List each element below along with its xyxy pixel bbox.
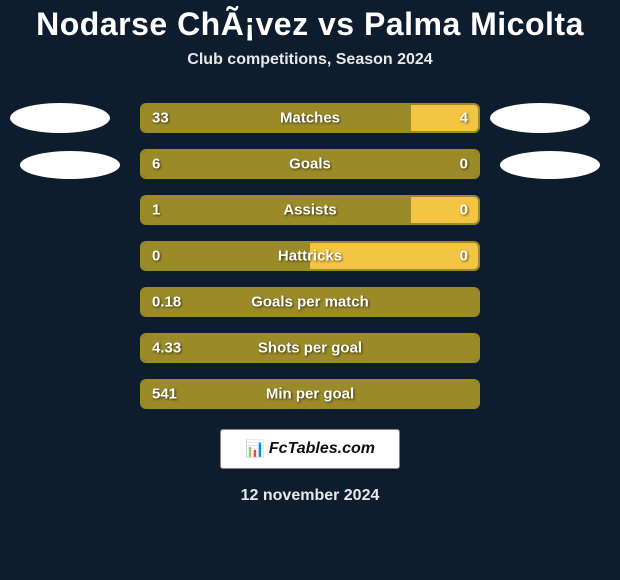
- stat-label: Matches: [280, 110, 340, 127]
- stat-value-right: 0: [460, 202, 468, 219]
- stat-value-right: 0: [460, 156, 468, 173]
- bar-segment-left: [142, 197, 411, 223]
- bar-segment-left: [142, 105, 411, 131]
- stat-row: Goals per match 0.18: [0, 287, 620, 317]
- comparison-chart: Matches334Goals60Assists10Hattricks00Goa…: [0, 103, 620, 409]
- footer-date: 12 november 2024: [0, 487, 620, 505]
- stat-value-right: 0: [460, 248, 468, 265]
- stat-row: Matches 33 4: [0, 103, 620, 133]
- stat-label: Goals: [289, 156, 331, 173]
- subtitle: Club competitions, Season 2024: [0, 51, 620, 69]
- source-badge: 📊 FcTables.com: [220, 429, 400, 469]
- stat-label: Assists: [283, 202, 336, 219]
- stat-value-left: 6: [152, 156, 160, 173]
- stat-label: Goals per match: [251, 294, 369, 311]
- stat-value-left: 0: [152, 248, 160, 265]
- stat-label: Hattricks: [278, 248, 342, 265]
- stat-value-right: 4: [460, 110, 468, 127]
- badge-text: FcTables.com: [269, 440, 375, 458]
- stat-value-left: 1: [152, 202, 160, 219]
- stat-row: Shots per goal 4.33: [0, 333, 620, 363]
- stat-value-left: 4.33: [152, 340, 181, 357]
- stat-row: Assists 1 0: [0, 195, 620, 225]
- stat-row: Goals 6 0: [0, 149, 620, 179]
- stat-label: Min per goal: [266, 386, 354, 403]
- stat-value-left: 541: [152, 386, 177, 403]
- stat-label: Shots per goal: [258, 340, 362, 357]
- page-title: Nodarse ChÃ¡vez vs Palma Micolta: [0, 0, 620, 43]
- chart-icon: 📊: [245, 439, 265, 459]
- stat-value-left: 33: [152, 110, 169, 127]
- stat-row: Hattricks 0 0: [0, 241, 620, 271]
- stat-value-left: 0.18: [152, 294, 181, 311]
- stat-row: Min per goal 541: [0, 379, 620, 409]
